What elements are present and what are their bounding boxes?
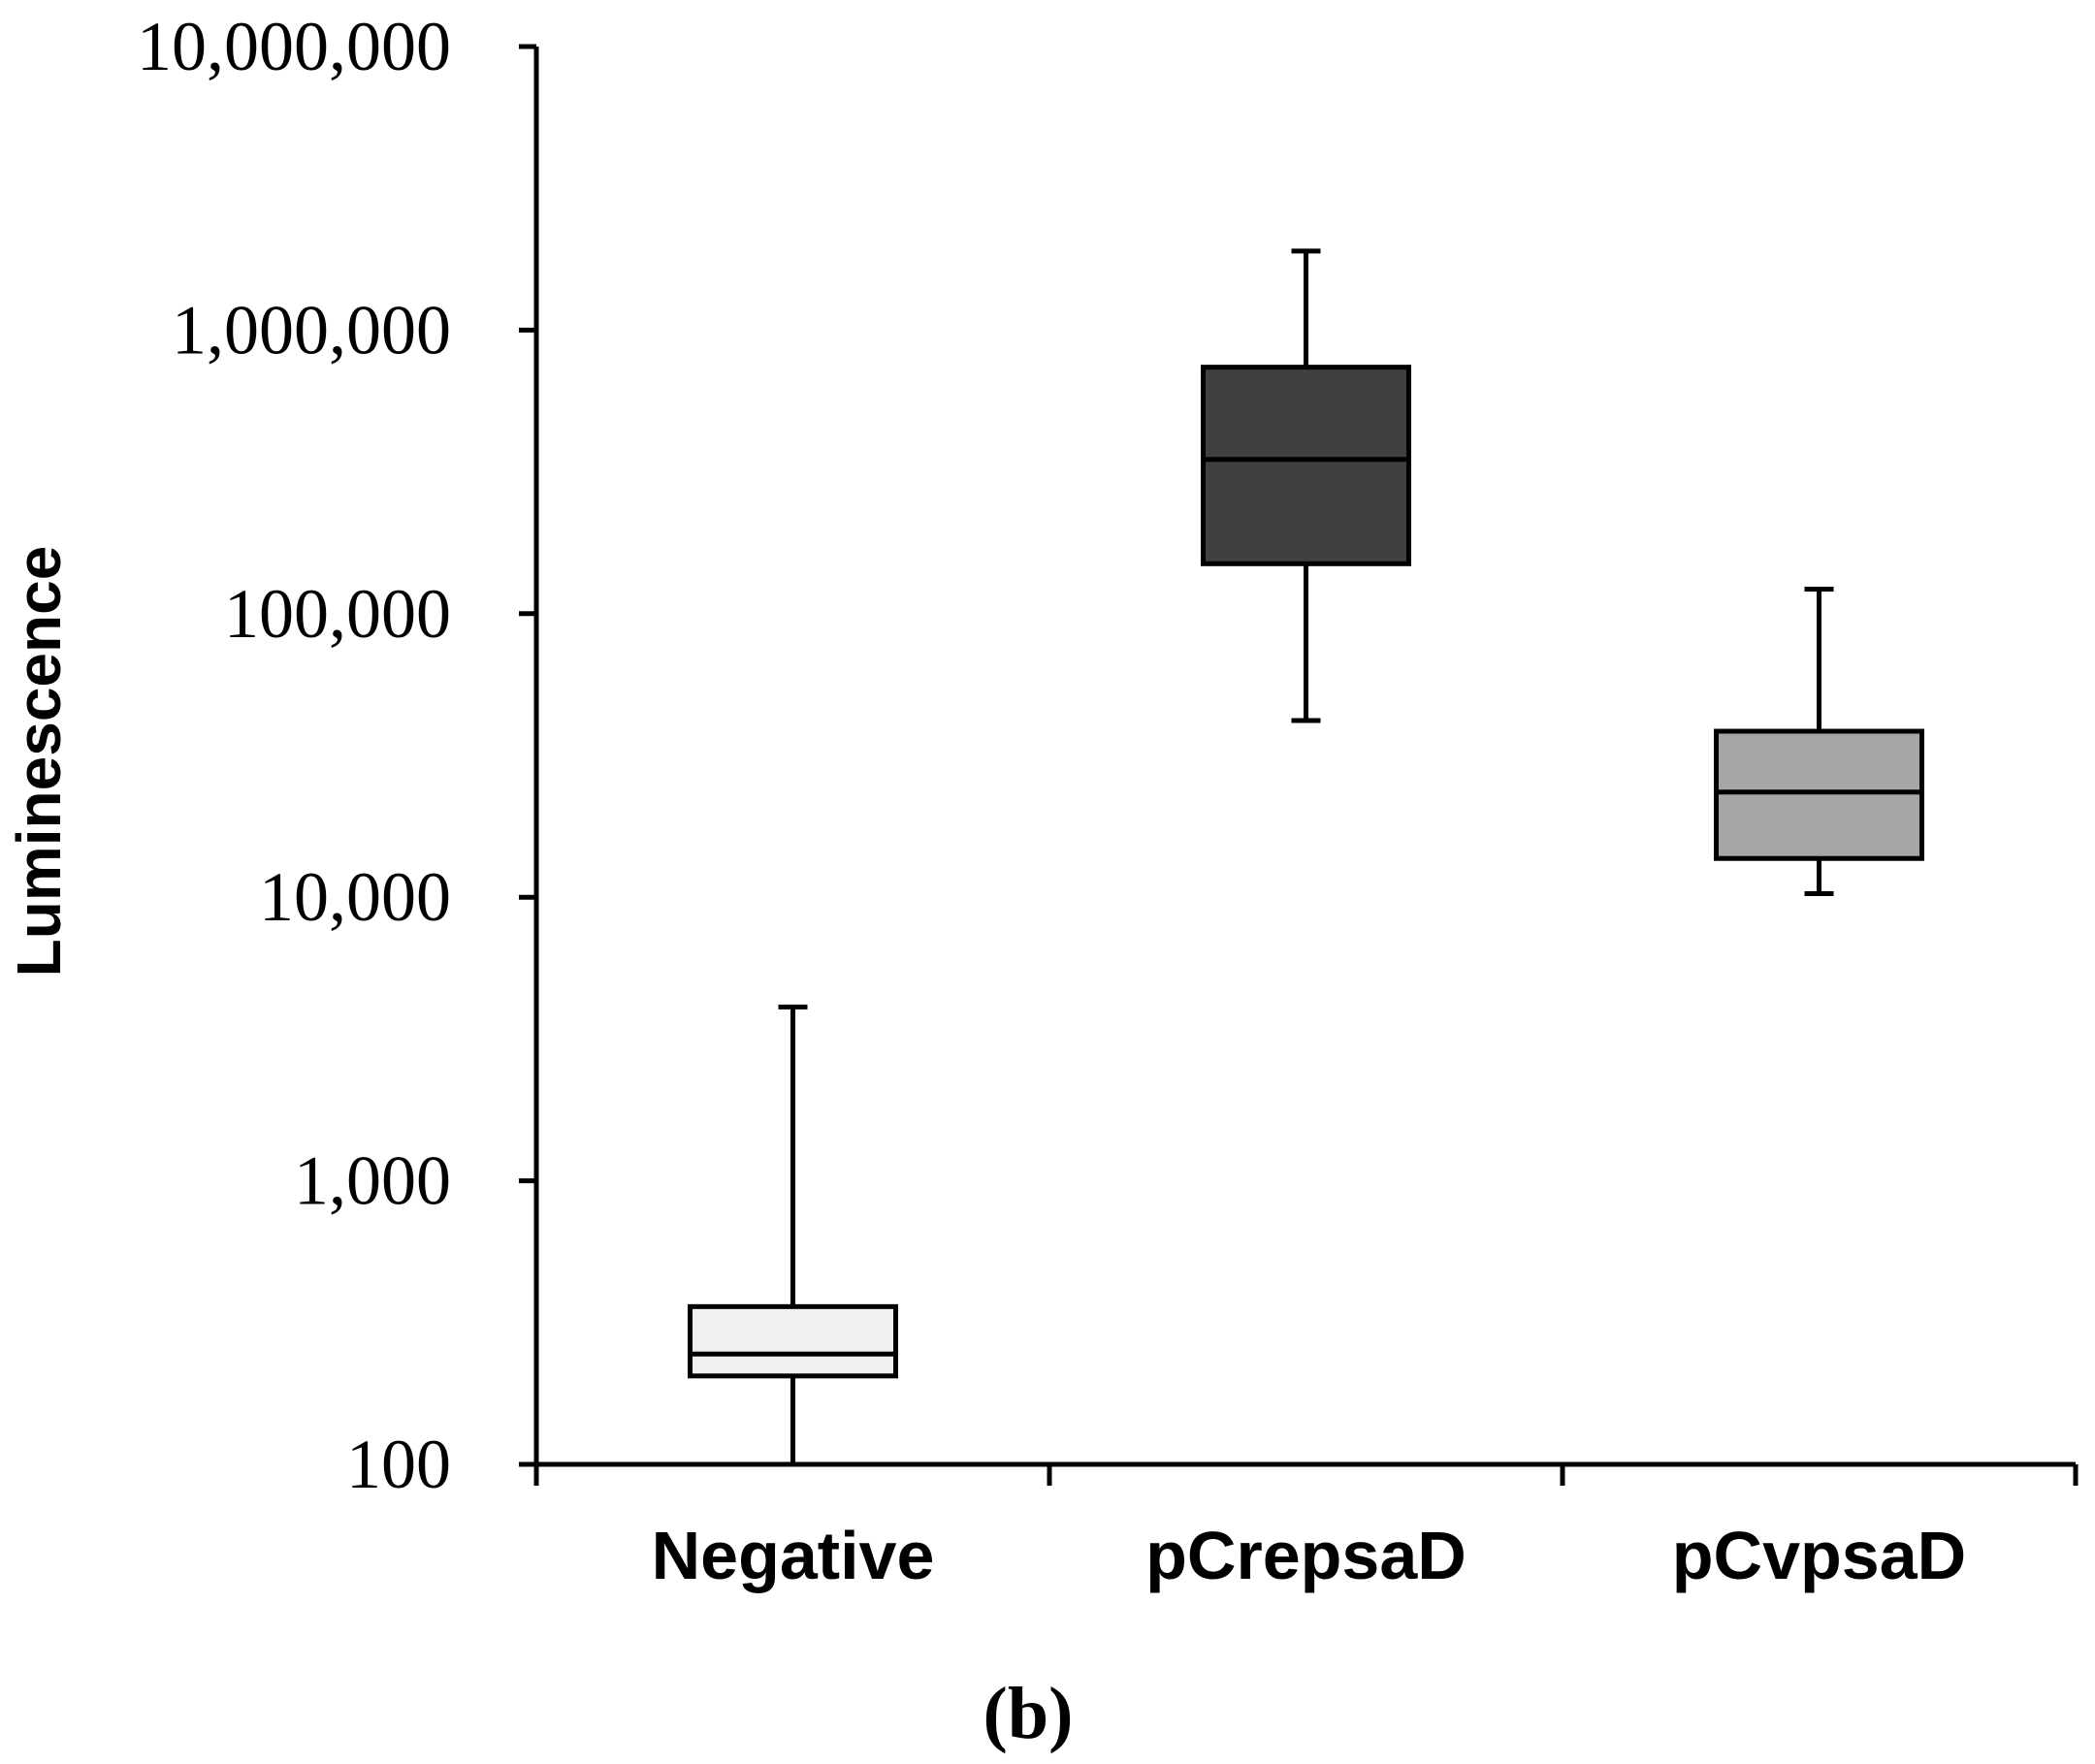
x-category-label: Negative (652, 1518, 935, 1593)
iqr-box (1201, 365, 1411, 566)
x-ticks: Negative pCrepsaD pCvpsaD (533, 1464, 2079, 1593)
y-tick-label: 100,000 (224, 575, 451, 653)
box-pCrepsaD (1201, 248, 1411, 723)
y-tick-label: 100 (346, 1426, 451, 1503)
y-tick-label: 10,000,000 (137, 8, 451, 85)
x-category-label: pCvpsaD (1672, 1518, 1966, 1593)
iqr-box (688, 1303, 898, 1379)
y-tick-label: 1,000 (294, 1142, 451, 1220)
box-pCvpsaD (1714, 587, 1924, 896)
y-tick-label: 10,000 (259, 858, 451, 936)
boxes (688, 248, 1924, 1467)
iqr-box (1714, 728, 1924, 861)
box-Negative (688, 1004, 898, 1467)
panel-label: (b) (983, 1673, 1074, 1754)
y-ticks: 100 1,000 10,000 100,000 1,000,000 10,000,000 (137, 8, 536, 1503)
x-category-label: pCrepsaD (1145, 1518, 1466, 1593)
y-tick-label: 1,000,000 (172, 291, 451, 369)
y-axis-title: Luminescence (4, 546, 74, 978)
